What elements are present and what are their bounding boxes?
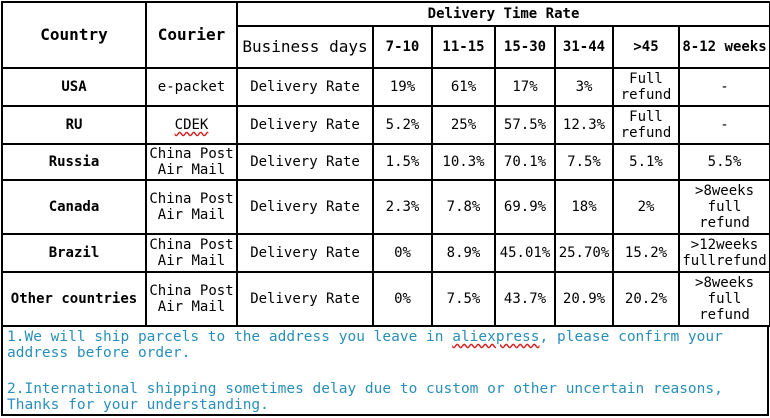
- metric-cell: Delivery Rate: [236, 179, 374, 235]
- courier-cell: China Post Air Mail: [145, 233, 238, 273]
- rate-cell: 0%: [372, 233, 433, 273]
- note-text: , please confirm your address before ord…: [7, 329, 723, 361]
- shipping-note-delay: 2.International shipping sometimes delay…: [7, 381, 723, 413]
- country-cell: USA: [1, 67, 147, 107]
- rate-cell: 10.3%: [431, 143, 496, 181]
- rate-cell: 0%: [372, 271, 433, 327]
- rate-cell: 18%: [554, 179, 614, 235]
- col-header-8-12-weeks: 8-12 weeks: [677, 25, 770, 69]
- col-header-11-15: 11-15: [431, 25, 496, 69]
- rate-cell: 43.7%: [494, 271, 556, 327]
- table-row: Russia China Post Air Mail Delivery Rate…: [1, 143, 770, 181]
- rate-cell: 3%: [554, 67, 614, 107]
- rate-cell: 70.1%: [494, 143, 556, 181]
- rate-cell: 5.1%: [612, 143, 680, 181]
- rate-cell: 2%: [612, 179, 680, 235]
- table-row: Other countries China Post Air Mail Deli…: [1, 271, 770, 327]
- country-cell: Other countries: [1, 271, 147, 327]
- rate-cell: 19%: [372, 67, 433, 107]
- metric-cell: Delivery Rate: [236, 271, 374, 327]
- delivery-rate-table: Country Courier Delivery Time Rate Busin…: [1, 1, 770, 327]
- rate-cell: 7.5%: [431, 271, 496, 327]
- metric-cell: Delivery Rate: [236, 105, 374, 145]
- rate-cell: -: [677, 105, 770, 145]
- col-header-31-44: 31-44: [554, 25, 614, 69]
- rate-cell: 5.2%: [372, 105, 433, 145]
- rate-cell: 20.2%: [612, 271, 680, 327]
- col-header-7-10: 7-10: [372, 25, 433, 69]
- table-row: RU CDEK Delivery Rate 5.2% 25% 57.5% 12.…: [1, 105, 770, 145]
- rate-cell: 5.5%: [677, 143, 770, 181]
- table-row: Canada China Post Air Mail Delivery Rate…: [1, 179, 770, 235]
- rate-cell: 69.9%: [494, 179, 556, 235]
- courier-cell: e-packet: [145, 67, 238, 107]
- table-row: Brazil China Post Air Mail Delivery Rate…: [1, 233, 770, 273]
- rate-cell: 45.01%: [494, 233, 556, 273]
- rate-cell: 61%: [431, 67, 496, 107]
- rate-cell: Full refund: [612, 105, 680, 145]
- courier-name: CDEK: [174, 117, 209, 133]
- delivery-time-rate-header: Delivery Time Rate: [235, 1, 770, 27]
- col-header-15-30: 15-30: [494, 25, 556, 69]
- header-row-columns: Business days 7-10 11-15 15-30 31-44 >45…: [2, 25, 770, 69]
- rate-cell: 25%: [431, 105, 496, 145]
- rate-cell: 7.5%: [554, 143, 614, 181]
- rate-cell: 8.9%: [431, 233, 496, 273]
- courier-header: Courier: [145, 1, 238, 69]
- country-cell: Russia: [1, 143, 147, 181]
- courier-cell: CDEK: [145, 105, 238, 145]
- metric-cell: Delivery Rate: [236, 67, 374, 107]
- rate-cell: >8weeks full refund: [677, 271, 770, 327]
- rate-cell: -: [677, 67, 770, 107]
- rate-cell: 7.8%: [431, 179, 496, 235]
- rate-cell: >12weeks fullrefund: [677, 233, 770, 273]
- courier-cell: China Post Air Mail: [145, 271, 238, 327]
- shipping-notes: 1.We will ship parcels to the address yo…: [1, 327, 769, 416]
- metric-cell: Delivery Rate: [236, 143, 374, 181]
- note-text: 1.We will ship parcels to the address yo…: [7, 329, 453, 345]
- rate-cell: 12.3%: [554, 105, 614, 145]
- rate-cell: 20.9%: [554, 271, 614, 327]
- rate-cell: 57.5%: [494, 105, 556, 145]
- country-cell: Canada: [1, 179, 147, 235]
- courier-cell: China Post Air Mail: [145, 143, 238, 181]
- courier-cell: China Post Air Mail: [145, 179, 238, 235]
- metric-cell: Delivery Rate: [236, 233, 374, 273]
- rate-cell: 15.2%: [612, 233, 680, 273]
- aliexpress-text: aliexpress: [452, 329, 540, 345]
- country-cell: RU: [1, 105, 147, 145]
- country-cell: Brazil: [1, 233, 147, 273]
- shipping-note-address: 1.We will ship parcels to the address yo…: [7, 329, 763, 361]
- rate-cell: 1.5%: [372, 143, 433, 181]
- rate-cell: Full refund: [612, 67, 680, 107]
- country-header: Country: [1, 1, 147, 69]
- rate-cell: 25.70%: [554, 233, 614, 273]
- rate-cell: >8weeks full refund: [677, 179, 770, 235]
- table-row: USA e-packet Delivery Rate 19% 61% 17% 3…: [1, 67, 770, 107]
- col-header-over-45: >45: [612, 25, 680, 69]
- business-days-header: Business days: [236, 25, 374, 69]
- header-row-top: Country Courier Delivery Time Rate: [1, 1, 770, 69]
- rate-cell: 17%: [494, 67, 556, 107]
- rate-cell: 2.3%: [372, 179, 433, 235]
